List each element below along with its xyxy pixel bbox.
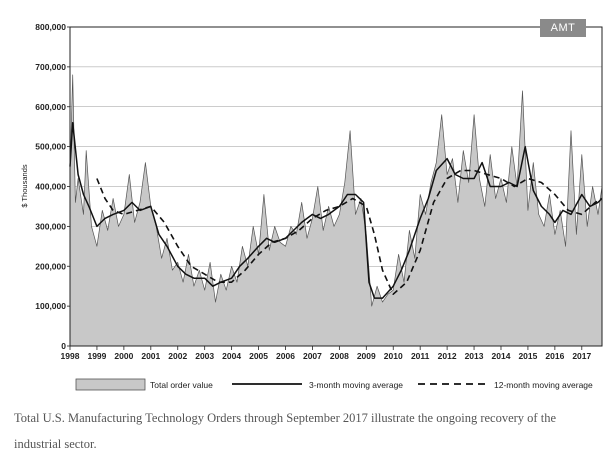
y-tick-label: 800,000 [35,22,66,32]
x-tick-layer: 1998 1999 2000 2001 2002 2003 2004 2005 2006 2007… [61,346,592,361]
y-tick-label: 0 [61,341,66,351]
x-tick-label: 2003 [195,351,214,361]
legend-label-3month: 3-month moving average [309,380,403,390]
area-layer [69,74,603,347]
y-tick-label: 600,000 [35,102,66,112]
x-tick-label: 2014 [492,351,511,361]
y-tick-label: 700,000 [35,62,66,72]
y-tick-layer: 0 100,000 200,000 300,000 400,000 500,000 600,… [35,22,70,351]
y-tick-label: 100,000 [35,301,66,311]
x-tick-label: 2002 [168,351,187,361]
x-tick-label: 2008 [330,351,349,361]
x-tick-label: 2017 [572,351,591,361]
y-tick-label: 200,000 [35,261,66,271]
legend-swatch-total [75,378,146,391]
x-tick-label: 2011 [411,351,430,361]
x-tick-label: 1999 [87,351,106,361]
legend-label-total: Total order value [150,380,213,390]
x-tick-label: 2010 [384,351,403,361]
x-tick-label: 2000 [114,351,133,361]
chart-figure: 0 100,000 200,000 300,000 400,000 500,000 600,… [20,19,603,391]
x-tick-label: 2007 [303,351,322,361]
y-tick-label: 500,000 [35,142,66,152]
legend: Total order value 3-month moving average… [75,378,593,391]
legend-label-12month: 12-month moving average [494,380,593,390]
y-axis-label: $ Thousands [20,164,29,207]
figure-caption: Total U.S. Manufacturing Technology Orde… [14,411,556,451]
x-tick-label: 2004 [222,351,241,361]
x-tick-label: 2005 [249,351,268,361]
x-tick-label: 2015 [518,351,537,361]
x-tick-label: 2012 [438,351,457,361]
chart-svg: 0 100,000 200,000 300,000 400,000 500,000 600,… [20,22,603,391]
x-tick-label: 2009 [357,351,376,361]
series-12-month-moving-average-line [96,169,603,295]
line-layer [69,121,603,299]
x-tick-label: 2016 [545,351,564,361]
amt-logo-badge: AMT [540,19,586,37]
x-tick-label: 2006 [276,351,295,361]
x-tick-label: 2013 [465,351,484,361]
series-total-order-value-area [69,74,603,347]
x-tick-label: 1998 [61,351,80,361]
x-tick-label: 2001 [141,351,160,361]
y-tick-label: 300,000 [35,221,66,231]
y-tick-label: 400,000 [35,182,66,192]
